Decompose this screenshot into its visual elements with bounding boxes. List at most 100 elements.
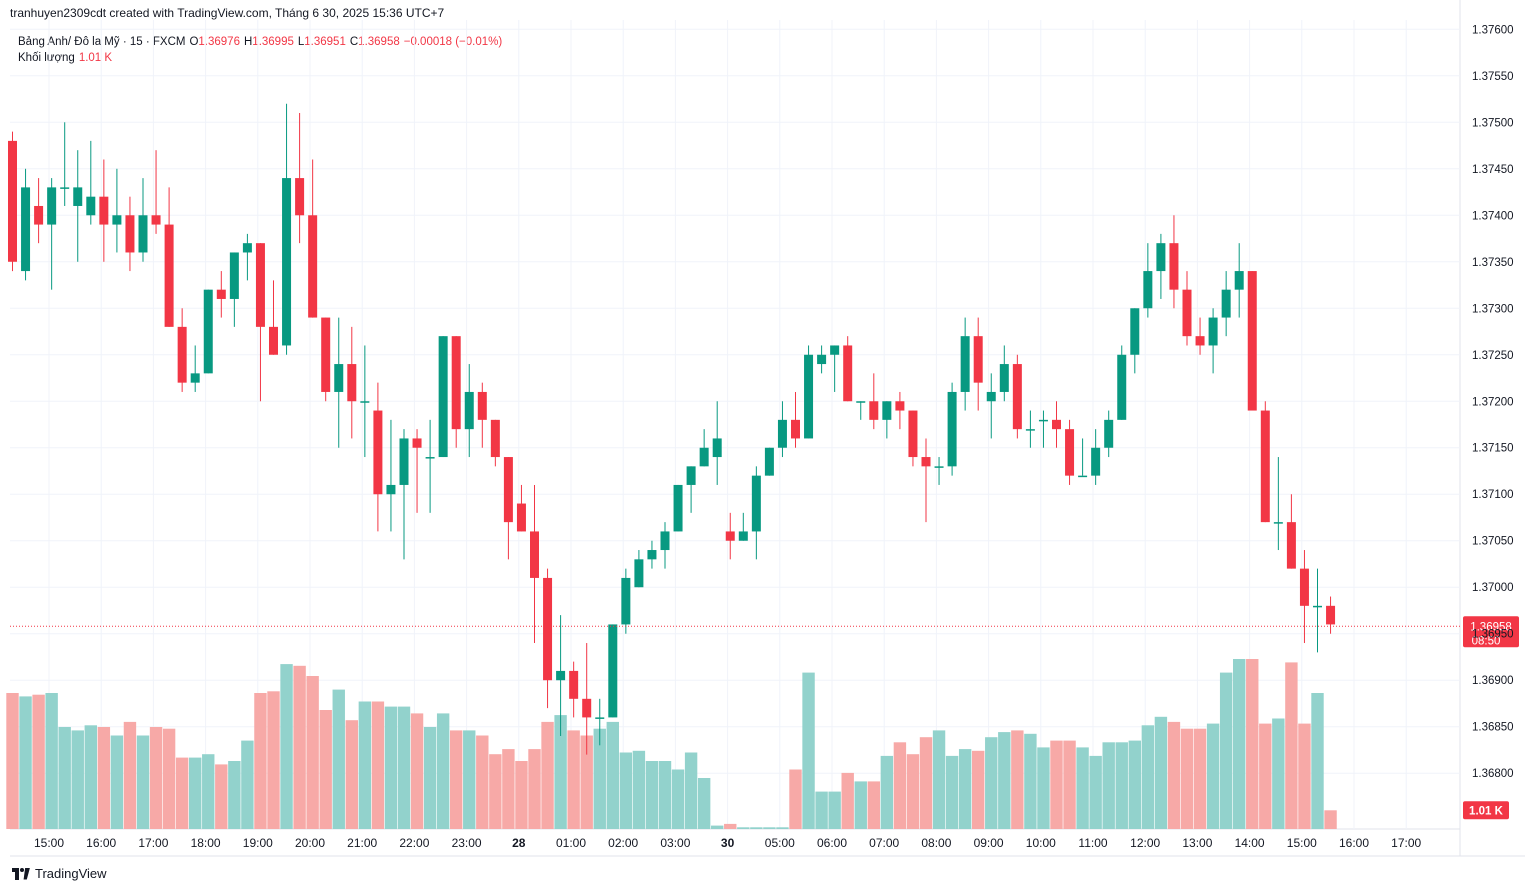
volume-bar	[463, 730, 476, 829]
candle-body	[1286, 522, 1296, 569]
candle-body	[804, 354, 814, 439]
price-tick-label: 1.36800	[1472, 768, 1514, 780]
volume-bar	[1180, 728, 1194, 829]
time-tick-label: 28	[512, 836, 526, 850]
volume-bar	[1050, 740, 1063, 829]
candle-body	[1195, 336, 1205, 346]
time-tick-label: 03:00	[660, 836, 690, 850]
volume-bar	[6, 693, 19, 829]
candle-body	[1104, 419, 1114, 448]
candle-body	[73, 187, 83, 206]
time-tick-label: 02:00	[608, 836, 638, 850]
volume-bar	[671, 769, 685, 829]
candle-body	[595, 717, 605, 719]
volume-bar	[345, 720, 358, 829]
candle-body	[282, 178, 292, 346]
candle-body	[21, 187, 31, 272]
volume-bars	[6, 659, 1337, 829]
candle-body	[777, 419, 787, 448]
tradingview-logo-icon	[12, 867, 30, 880]
volume-bar	[580, 735, 593, 829]
low-label: L	[297, 36, 305, 48]
last-price-badge	[1463, 616, 1519, 648]
candle-body	[425, 457, 435, 459]
volume-bar	[58, 727, 71, 829]
price-tick-label: 1.37500	[1472, 117, 1514, 129]
volume-bar	[254, 693, 267, 829]
candle-body	[269, 326, 278, 355]
candle-body	[582, 698, 592, 718]
volume-bar	[136, 735, 150, 829]
candlesticks	[8, 103, 1336, 755]
price-tick-label: 1.37200	[1472, 396, 1514, 408]
volume-bar	[880, 755, 894, 829]
volume-bar	[45, 693, 58, 829]
volume-bar	[893, 742, 907, 829]
volume-label[interactable]: Khối lượng	[18, 52, 75, 64]
candle-body	[1299, 568, 1309, 606]
volume-bar	[293, 665, 306, 829]
candle-body	[569, 670, 579, 699]
volume-bar	[658, 761, 672, 829]
tradingview-footer[interactable]: TradingView	[12, 866, 107, 881]
time-tick-label: 21:00	[347, 836, 377, 850]
candle-body	[347, 364, 357, 402]
volume-bar	[789, 769, 802, 829]
volume-bar	[84, 725, 97, 829]
candle-body	[1052, 419, 1061, 430]
volume-bar	[436, 713, 450, 829]
time-tick-label: 17:00	[138, 836, 168, 850]
time-tick-label: 18:00	[191, 836, 221, 850]
symbol-label[interactable]: Bảng Anh/ Đô la Mỹ · 15 · FXCM	[18, 36, 186, 48]
volume-bar	[802, 672, 815, 829]
volume-bar	[541, 721, 554, 829]
volume-bar	[1311, 693, 1324, 829]
volume-bar	[1089, 755, 1102, 829]
candle-body	[229, 252, 239, 299]
volume-bar	[1298, 723, 1311, 829]
volume-bar	[215, 764, 228, 829]
candle-body	[86, 196, 96, 216]
volume-bar	[724, 823, 737, 829]
candle-body	[308, 215, 318, 318]
volume-bar	[697, 778, 711, 829]
candle-body	[791, 419, 800, 439]
candle-body	[530, 531, 539, 578]
candle-body	[177, 326, 187, 383]
volume-bar	[228, 761, 241, 829]
volume-value: 1.01 K	[78, 52, 113, 64]
volume-bar	[1154, 716, 1168, 829]
volume-bar	[972, 750, 985, 829]
volume-bar	[606, 721, 619, 829]
volume-bar	[958, 749, 972, 829]
candle-body	[451, 336, 461, 430]
price-tick-label: 1.37600	[1472, 24, 1514, 36]
price-tick-label: 1.37400	[1472, 210, 1514, 222]
volume-bar	[763, 827, 776, 829]
time-tick-label: 17:00	[1391, 836, 1421, 850]
change-value: −0.00018 (−0.01%)	[403, 36, 503, 48]
chart-attribution: tranhuyen2309cdt created with TradingVie…	[10, 6, 445, 20]
candle-body	[242, 243, 252, 253]
price-tick-label: 1.37000	[1472, 582, 1514, 594]
volume-bar	[1193, 728, 1207, 829]
close-label: C	[349, 36, 359, 48]
candle-body	[934, 466, 944, 468]
open-label: O	[189, 36, 199, 48]
candle-body	[973, 336, 983, 383]
candle-body	[686, 466, 696, 485]
candle-body	[634, 559, 644, 588]
candle-body	[960, 336, 970, 392]
candle-body	[543, 577, 553, 681]
volume-bar	[280, 664, 293, 829]
time-tick-label: 10:00	[1026, 836, 1056, 850]
candle-body	[503, 457, 513, 523]
price-tick-label: 1.37300	[1472, 303, 1514, 315]
volume-bar	[1219, 672, 1233, 829]
time-tick-label: 30	[721, 836, 735, 850]
volume-bar	[1206, 723, 1220, 829]
price-tick-label: 1.37100	[1472, 489, 1514, 501]
volume-bar	[528, 749, 541, 829]
last-volume-badge	[1463, 801, 1509, 820]
